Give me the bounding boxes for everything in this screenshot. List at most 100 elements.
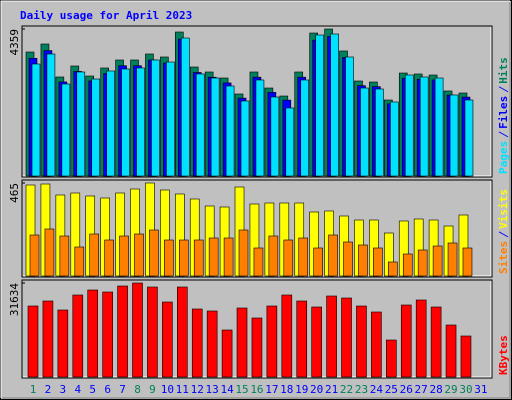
bar: [238, 229, 249, 277]
bar: [373, 247, 383, 277]
bar: [193, 239, 204, 277]
legend: KBytes: [497, 335, 510, 375]
legend-separator: [498, 131, 509, 138]
bar: [345, 56, 354, 177]
bar: [177, 286, 188, 378]
bar: [61, 83, 71, 177]
bar: [270, 96, 280, 177]
bar: [57, 309, 69, 378]
bar: [328, 234, 338, 277]
bar: [343, 241, 353, 277]
bar: [149, 229, 159, 277]
bar: [102, 291, 113, 378]
bar: [44, 228, 55, 277]
bar: [119, 235, 129, 277]
bar: [221, 329, 233, 378]
bar: [191, 308, 203, 378]
legend-label: Visits: [497, 189, 510, 229]
legend-label: Sites: [497, 241, 510, 274]
bar: [87, 289, 99, 378]
bar: [462, 247, 473, 277]
bar: [268, 235, 279, 277]
y-tick-label: 465: [8, 183, 21, 203]
bar: [300, 79, 310, 177]
x-tick-label: 18: [280, 383, 293, 396]
bar: [432, 245, 443, 277]
bar: [375, 88, 384, 177]
bar: [179, 239, 189, 277]
x-tick-label: 25: [385, 383, 398, 396]
bar: [151, 59, 160, 177]
x-tick-label: 13: [206, 383, 219, 396]
bar: [208, 237, 219, 277]
x-tick-label: 15: [235, 383, 248, 396]
bar: [460, 335, 472, 378]
bar: [104, 239, 114, 277]
bar: [358, 244, 368, 277]
bar: [136, 67, 145, 177]
bar: [162, 301, 173, 378]
x-tick-label: 29: [444, 383, 457, 396]
x-tick-label: 14: [220, 383, 234, 396]
x-tick-label: 3: [60, 383, 67, 396]
x-tick-label: 11: [176, 383, 189, 396]
legend-label: Files: [497, 96, 510, 129]
bar: [330, 33, 339, 177]
bar: [360, 87, 369, 177]
bar: [91, 78, 101, 177]
bar: [181, 37, 190, 177]
x-tick-label: 24: [370, 383, 384, 396]
bar: [255, 79, 265, 177]
bar: [195, 73, 205, 177]
bar: [132, 282, 143, 378]
bar: [402, 253, 413, 277]
bar: [415, 299, 427, 378]
bar: [134, 233, 144, 277]
bar: [464, 99, 474, 177]
bar: [315, 34, 324, 177]
x-tick-label: 17: [265, 383, 278, 396]
bar: [341, 297, 352, 378]
bar: [400, 304, 412, 378]
legend-label: Pages: [497, 141, 510, 174]
x-tick-label: 19: [295, 383, 308, 396]
x-tick-label: 20: [310, 383, 323, 396]
bar: [281, 294, 293, 378]
bar: [251, 317, 263, 378]
bar: [210, 77, 220, 177]
bar: [236, 307, 248, 378]
x-tick-label: 8: [134, 383, 141, 396]
x-tick-label: 27: [415, 383, 428, 396]
legend-label: Hits: [497, 57, 510, 84]
bar: [417, 249, 428, 277]
bar: [223, 237, 234, 277]
bar: [59, 235, 70, 277]
x-tick-label: 21: [325, 383, 338, 396]
bar: [326, 295, 337, 378]
x-tick-label: 9: [149, 383, 156, 396]
x-tick-label: 4: [74, 383, 81, 396]
bar: [419, 76, 429, 177]
bar: [76, 71, 86, 177]
bar: [313, 247, 323, 277]
legend: Pages Files Hits: [497, 57, 510, 174]
x-tick-label: 30: [459, 383, 472, 396]
bar: [386, 339, 397, 378]
legend-separator: [498, 86, 509, 93]
bar: [298, 237, 309, 277]
x-tick-label: 2: [45, 383, 52, 396]
x-tick-label: 26: [400, 383, 413, 396]
bar: [240, 100, 250, 177]
legend: Sites Visits: [497, 189, 510, 274]
bar: [74, 246, 85, 277]
bar: [430, 306, 442, 378]
bar: [89, 233, 100, 277]
bar: [27, 305, 39, 378]
bar: [266, 305, 278, 378]
x-tick-label: 1: [30, 383, 37, 396]
bar: [390, 101, 399, 177]
x-tick-label: 23: [355, 383, 368, 396]
x-tick-label: 31: [474, 383, 487, 396]
